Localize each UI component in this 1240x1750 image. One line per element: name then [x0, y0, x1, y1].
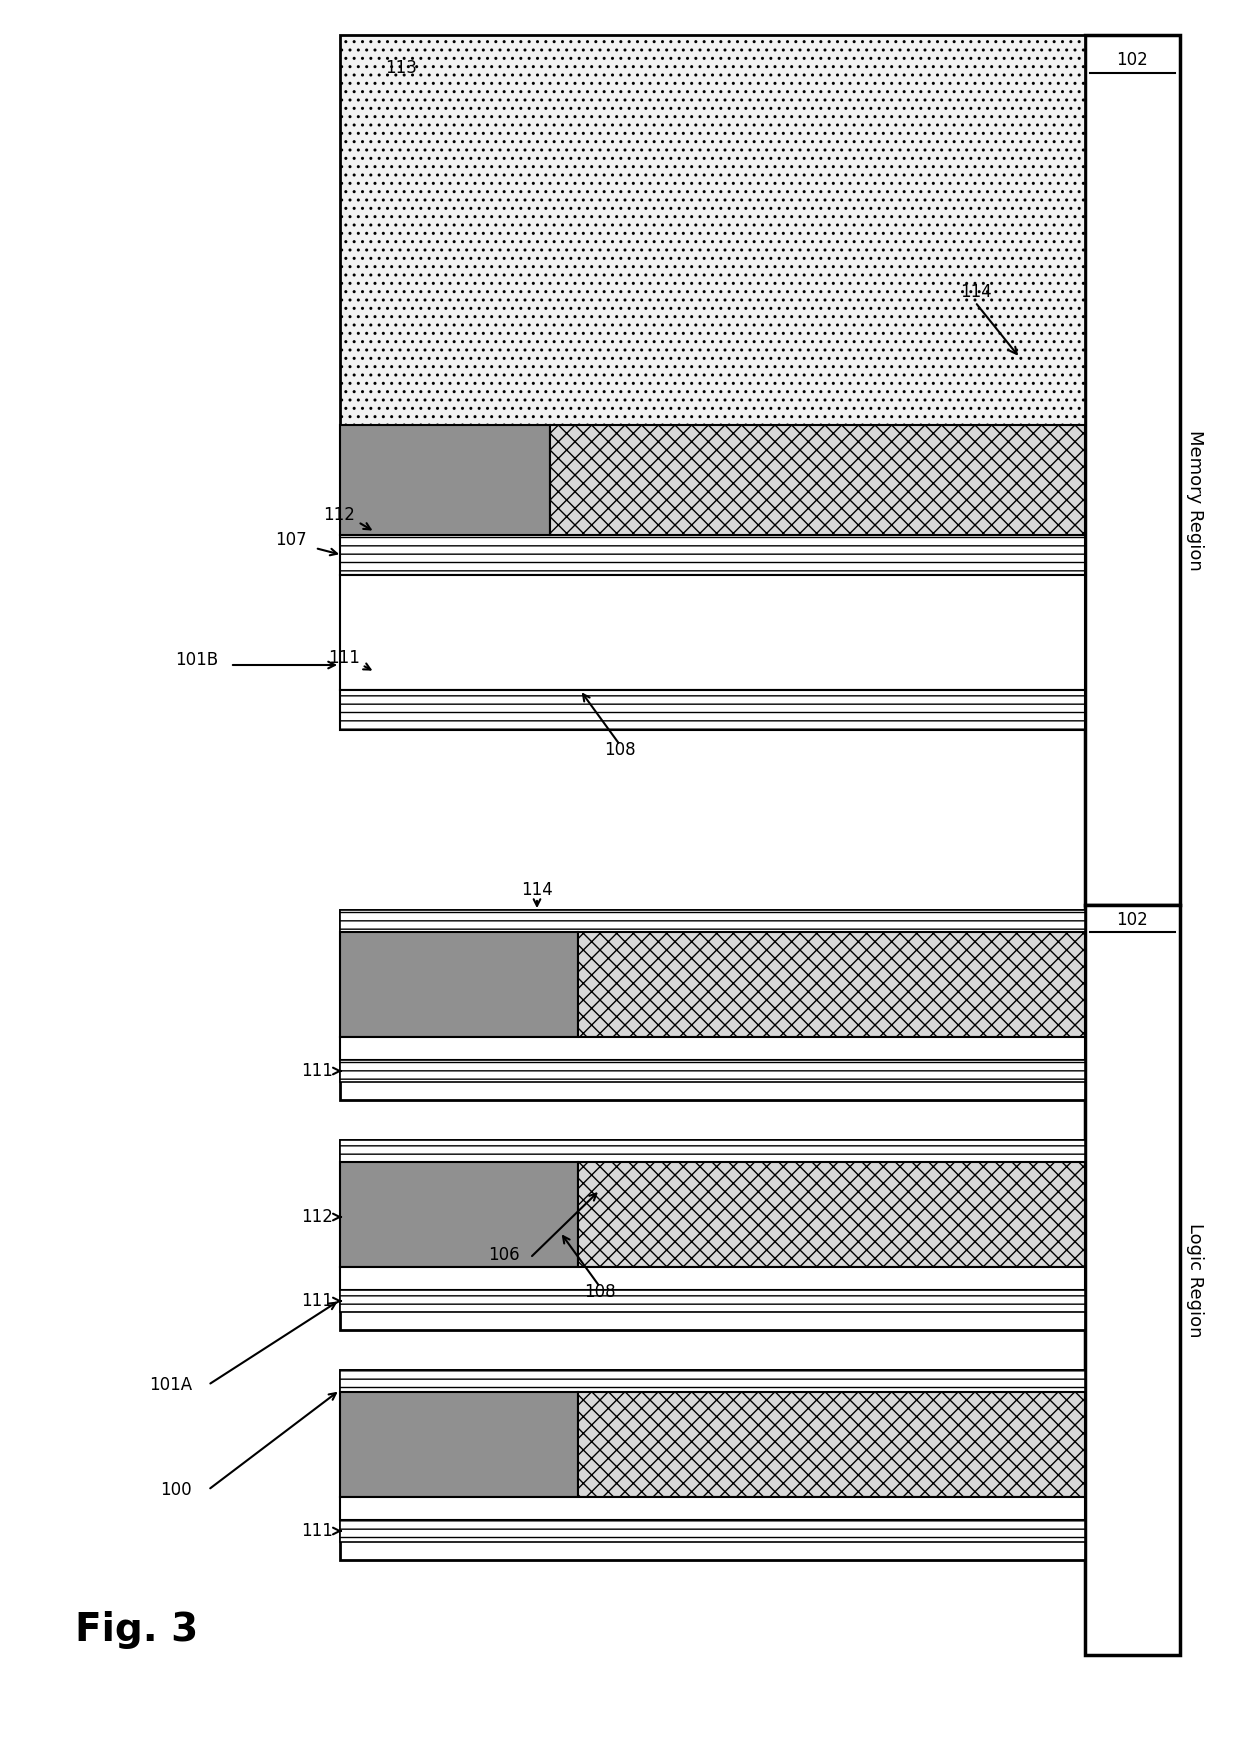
Bar	[340, 1370, 1085, 1559]
Text: 101A: 101A	[149, 1376, 192, 1395]
Text: 108: 108	[584, 1283, 616, 1300]
Bar	[340, 1038, 1085, 1060]
Bar	[1085, 905, 1180, 1656]
Bar	[340, 1060, 1085, 1082]
Text: 114: 114	[521, 880, 553, 900]
Bar	[340, 536, 1085, 576]
Text: 107: 107	[275, 530, 308, 550]
Bar	[578, 1162, 1085, 1267]
Bar	[340, 1290, 1085, 1312]
Text: 111: 111	[301, 1522, 334, 1540]
Bar	[340, 1139, 1085, 1162]
Text: 112: 112	[324, 506, 355, 523]
Text: Logic Region: Logic Region	[1185, 1223, 1204, 1337]
Bar	[340, 690, 1085, 730]
Bar	[340, 1521, 1085, 1542]
Bar	[340, 1162, 578, 1267]
Bar	[340, 1267, 1085, 1290]
Text: 101B: 101B	[175, 651, 218, 668]
Bar	[340, 1496, 1085, 1521]
Bar	[340, 1370, 1085, 1391]
Text: 113: 113	[384, 60, 417, 77]
Bar	[578, 1391, 1085, 1496]
Text: 102: 102	[1116, 912, 1148, 929]
Bar	[340, 1391, 578, 1496]
Text: 114: 114	[960, 284, 992, 301]
Bar	[1085, 35, 1180, 905]
Bar	[340, 576, 1085, 690]
Bar	[578, 933, 1085, 1038]
Bar	[340, 1139, 1085, 1330]
Text: 111: 111	[329, 649, 360, 667]
Bar	[340, 933, 578, 1038]
Text: 108: 108	[604, 740, 636, 760]
Bar	[340, 425, 551, 536]
Bar	[551, 425, 1085, 536]
Text: 112: 112	[301, 1208, 334, 1227]
Text: 111: 111	[301, 1292, 334, 1311]
Text: Memory Region: Memory Region	[1185, 430, 1204, 570]
Text: 106: 106	[489, 1246, 520, 1264]
Bar	[340, 910, 1085, 933]
Text: Fig. 3: Fig. 3	[74, 1612, 198, 1648]
Bar	[340, 35, 1085, 425]
Text: 100: 100	[160, 1480, 192, 1500]
Text: 111: 111	[301, 1062, 334, 1080]
Text: 102: 102	[1116, 51, 1148, 68]
Bar	[340, 910, 1085, 1101]
